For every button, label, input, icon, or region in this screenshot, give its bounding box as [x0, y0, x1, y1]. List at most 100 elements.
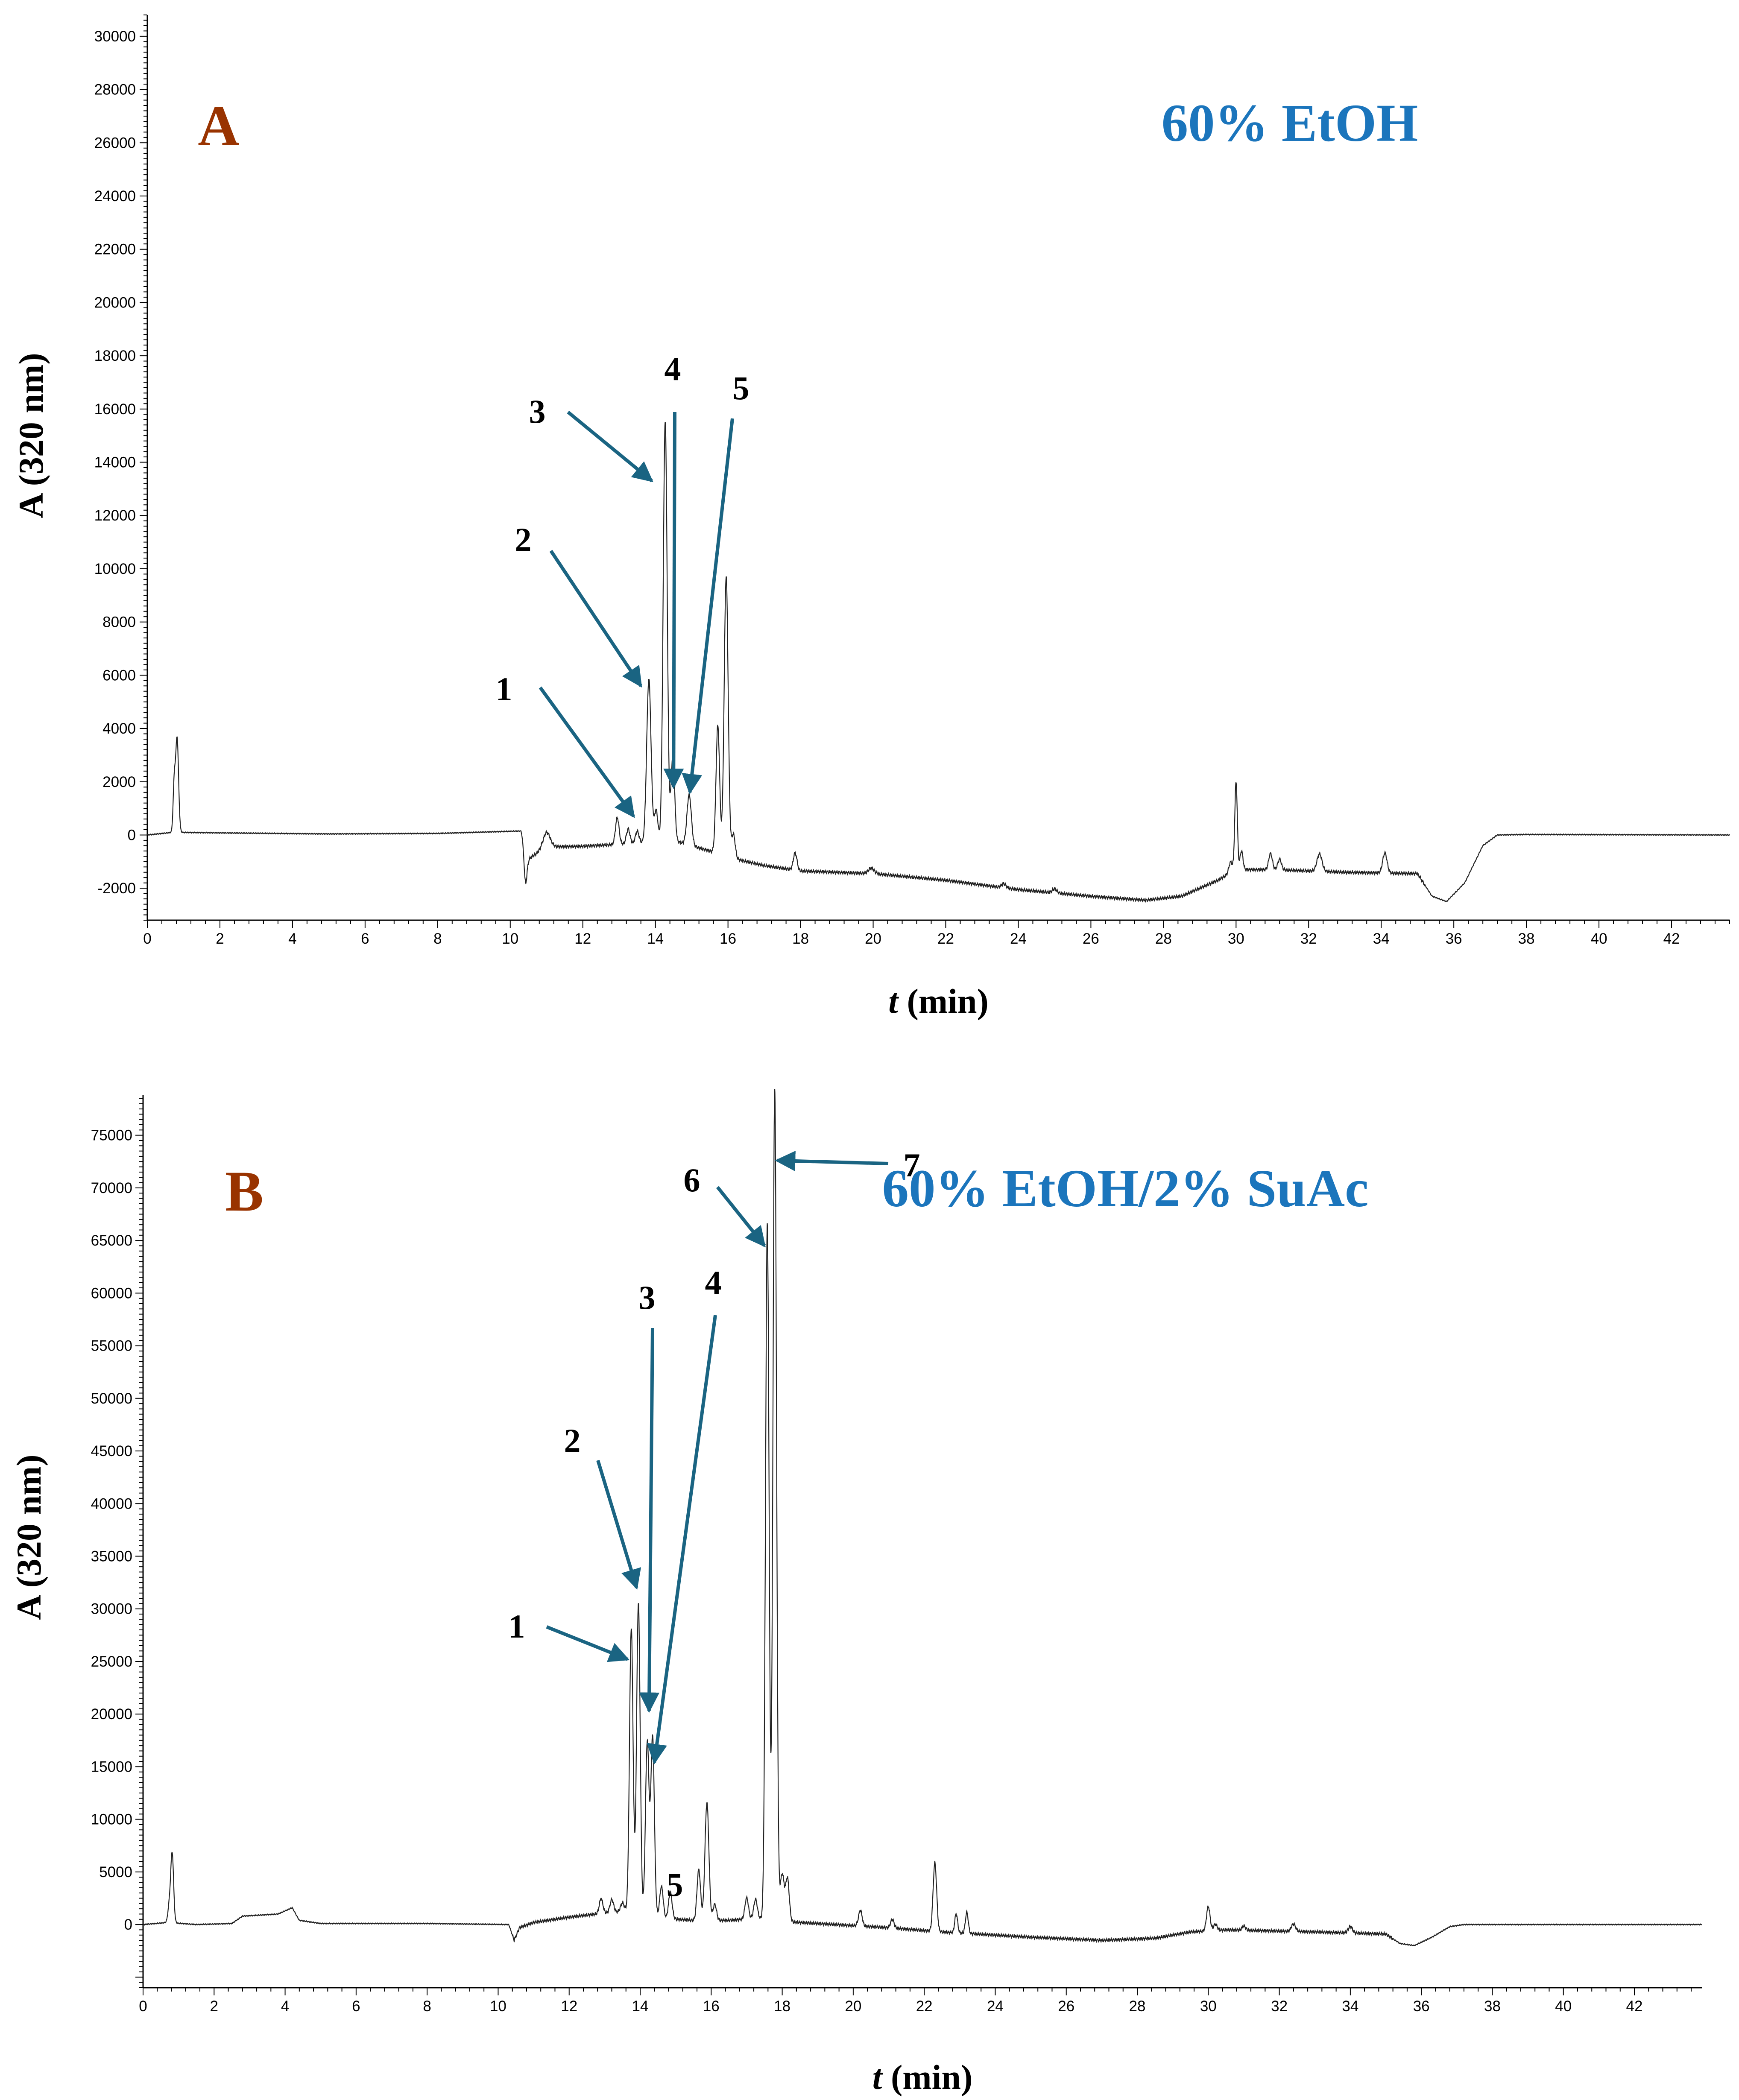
- y-tick-label: 12000: [94, 507, 136, 524]
- x-tick-label: 2: [216, 930, 224, 947]
- x-axis-title-variable: t: [888, 982, 899, 1021]
- peak-label: 2: [515, 521, 532, 558]
- x-tick-label: 18: [774, 1998, 790, 2015]
- x-tick-label: 42: [1626, 1998, 1643, 2015]
- y-tick-label: 20000: [94, 294, 136, 311]
- y-tick-label: -2000: [97, 880, 136, 897]
- x-tick-label: 28: [1155, 930, 1172, 947]
- x-tick-label: 2: [210, 1998, 218, 2015]
- chromatogram-trace: [142, 1089, 1702, 1947]
- condition-label: 60% EtOH: [1162, 94, 1418, 153]
- x-tick-label: 22: [916, 1998, 933, 2015]
- peak-label: 5: [733, 369, 749, 407]
- x-tick-label: 32: [1300, 930, 1317, 947]
- x-tick-label: 28: [1129, 1998, 1146, 2015]
- y-tick-label: 55000: [91, 1338, 132, 1354]
- x-tick-label: 18: [792, 930, 809, 947]
- x-tick-label: 10: [502, 930, 518, 947]
- x-tick-label: 32: [1271, 1998, 1288, 2015]
- condition-label: 60% EtOH/2% SuAc: [882, 1159, 1369, 1218]
- peak-label: 6: [684, 1161, 700, 1199]
- x-tick-label: 36: [1413, 1998, 1430, 2015]
- peak-arrow: [716, 1186, 766, 1248]
- y-tick-label: 22000: [94, 241, 136, 258]
- y-tick-label: 5000: [99, 1864, 132, 1881]
- peak-label: 4: [705, 1264, 722, 1301]
- y-tick-label: 30000: [94, 28, 136, 45]
- peak-label: 1: [509, 1608, 525, 1645]
- peak-label: 3: [639, 1279, 656, 1316]
- panel-letter: B: [225, 1160, 263, 1223]
- y-tick-label: 2000: [102, 774, 136, 790]
- y-tick-label: 30000: [91, 1601, 132, 1617]
- peak-arrow: [596, 1459, 641, 1590]
- y-tick-label: 50000: [91, 1390, 132, 1407]
- y-tick-label: 20000: [91, 1706, 132, 1723]
- y-axis-title: A (320 nm): [12, 353, 50, 518]
- peak-arrow: [549, 550, 643, 688]
- peak-arrow: [663, 412, 684, 790]
- panel-letter: A: [198, 94, 240, 158]
- x-tick-label: 36: [1446, 930, 1462, 947]
- peak-label: 7: [904, 1147, 920, 1184]
- x-tick-label: 0: [139, 1998, 147, 2015]
- y-tick-label: 6000: [102, 667, 136, 684]
- x-tick-label: 30: [1200, 1998, 1217, 2015]
- x-tick-label: 12: [574, 930, 591, 947]
- y-tick-label: 15000: [91, 1758, 132, 1775]
- x-tick-label: 6: [361, 930, 369, 947]
- y-tick-label: 28000: [94, 82, 136, 98]
- y-tick-label: 14000: [94, 454, 136, 471]
- chromatogram-trace: [146, 422, 1730, 903]
- x-axis-title: t (min): [888, 982, 989, 1021]
- x-tick-label: 38: [1484, 1998, 1501, 2015]
- x-tick-label: 8: [423, 1998, 431, 2015]
- y-tick-label: 45000: [91, 1443, 132, 1459]
- panel-a-chart: -200002000400060008000100001200014000160…: [12, 15, 1730, 1021]
- x-tick-label: 6: [352, 1998, 360, 2015]
- x-tick-label: 20: [865, 930, 881, 947]
- x-tick-label: 0: [143, 930, 151, 947]
- peak-arrow: [682, 418, 734, 795]
- x-axis-title-variable: t: [872, 2058, 883, 2097]
- x-tick-label: 16: [720, 930, 736, 947]
- y-tick-label: 65000: [91, 1232, 132, 1249]
- x-tick-label: 24: [1010, 930, 1027, 947]
- y-tick-label: 0: [128, 827, 136, 843]
- y-tick-label: 60000: [91, 1285, 132, 1302]
- x-tick-label: 14: [647, 930, 664, 947]
- x-tick-label: 16: [703, 1998, 720, 2015]
- peak-label: 5: [667, 1866, 683, 1903]
- x-tick-label: 38: [1518, 930, 1535, 947]
- peak-label: 1: [496, 670, 512, 708]
- x-tick-label: 42: [1663, 930, 1680, 947]
- peak-arrow: [567, 410, 653, 483]
- x-axis-title: t (min): [872, 2058, 973, 2097]
- peak-label: 4: [665, 350, 681, 387]
- x-tick-label: 24: [987, 1998, 1004, 2015]
- peak-arrow: [546, 1625, 630, 1662]
- y-tick-label: 8000: [102, 614, 136, 631]
- x-tick-label: 20: [845, 1998, 861, 2015]
- peak-arrow: [647, 1315, 717, 1765]
- x-tick-label: 8: [433, 930, 442, 947]
- x-tick-label: 4: [281, 1998, 289, 2015]
- y-tick-label: 18000: [94, 348, 136, 364]
- x-tick-label: 12: [561, 1998, 577, 2015]
- y-tick-label: 10000: [91, 1811, 132, 1828]
- y-tick-label: 16000: [94, 401, 136, 418]
- x-tick-label: 22: [937, 930, 954, 947]
- y-tick-label: 10000: [94, 561, 136, 577]
- x-tick-label: 14: [632, 1998, 649, 2015]
- y-axis-title: A (320 nm): [9, 1454, 48, 1620]
- x-tick-label: 30: [1228, 930, 1244, 947]
- x-tick-label: 34: [1373, 930, 1390, 947]
- y-tick-label: 4000: [102, 720, 136, 737]
- x-axis-title-unit: (min): [882, 2058, 972, 2097]
- x-tick-label: 26: [1058, 1998, 1074, 2015]
- peak-arrow: [775, 1151, 889, 1171]
- y-tick-label: 25000: [91, 1653, 132, 1670]
- x-axis-title-unit: (min): [898, 982, 989, 1021]
- y-tick-label: 24000: [94, 188, 136, 205]
